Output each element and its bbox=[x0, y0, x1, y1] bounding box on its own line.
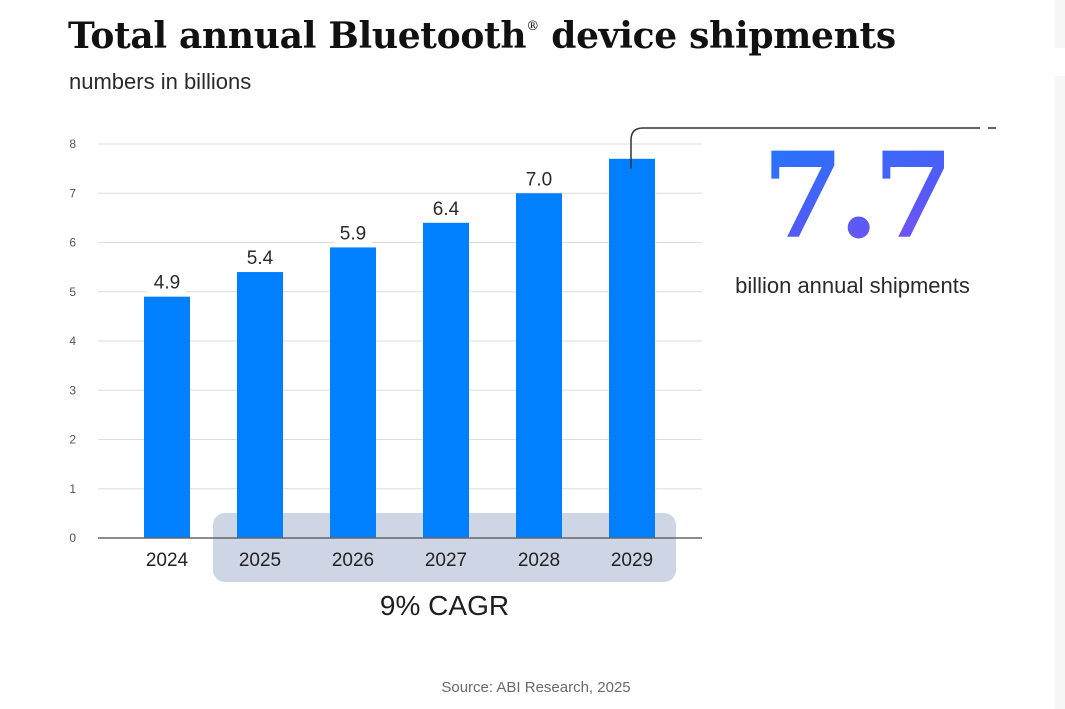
data-label-bg bbox=[427, 195, 465, 220]
y-tick-label: 3 bbox=[69, 383, 76, 397]
x-axis-ticks: 2024 2025 2026 2027 2028 2029 bbox=[146, 550, 653, 571]
data-label-bg bbox=[520, 166, 558, 191]
data-label: 7.0 bbox=[526, 169, 552, 190]
right-edge-gap bbox=[1055, 48, 1065, 76]
data-label: 4.9 bbox=[154, 273, 180, 294]
bar-2025 bbox=[237, 272, 283, 538]
y-axis-ticks: 0 1 2 3 4 5 6 7 8 bbox=[69, 137, 76, 545]
y-tick-label: 7 bbox=[69, 186, 76, 200]
x-tick-label: 2028 bbox=[518, 550, 560, 571]
y-tick-label: 0 bbox=[69, 531, 76, 545]
bar-2024 bbox=[144, 296, 190, 538]
x-tick-label: 2027 bbox=[425, 550, 467, 571]
data-labels: 4.9 5.4 5.9 6.4 7.0 bbox=[148, 166, 558, 294]
data-label-bg bbox=[148, 269, 186, 294]
registered-mark: ® bbox=[526, 19, 539, 34]
right-edge-strip bbox=[1055, 0, 1065, 709]
x-tick-label: 2024 bbox=[146, 550, 189, 571]
chart-title-main: Total annual Bluetooth bbox=[68, 15, 527, 57]
chart-title: Total annual Bluetooth® device shipments bbox=[68, 15, 896, 57]
y-tick-label: 8 bbox=[69, 137, 76, 151]
chart-title-rest: device shipments bbox=[538, 15, 896, 57]
bar-2027 bbox=[423, 222, 469, 539]
bar-2029 bbox=[609, 158, 655, 538]
cagr-label: 9% CAGR bbox=[379, 590, 510, 621]
x-tick-label: 2025 bbox=[239, 550, 281, 571]
x-tick-label: 2029 bbox=[611, 550, 653, 571]
bars bbox=[144, 158, 655, 539]
x-tick-label: 2026 bbox=[332, 550, 374, 571]
callout-connector bbox=[630, 127, 996, 169]
y-tick-label: 5 bbox=[69, 285, 76, 299]
y-tick-label: 2 bbox=[69, 433, 76, 447]
y-tick-label: 4 bbox=[69, 334, 76, 348]
bar-2026 bbox=[330, 247, 376, 539]
callout-line bbox=[630, 127, 980, 169]
gridlines bbox=[98, 143, 702, 490]
source-note: Source: ABI Research, 2025 bbox=[441, 679, 631, 696]
y-tick-label: 1 bbox=[69, 482, 76, 496]
callout-value: 7.7 bbox=[762, 126, 955, 265]
data-label-bg bbox=[241, 245, 279, 270]
data-label: 5.9 bbox=[340, 223, 366, 244]
callout-caption: billion annual shipments bbox=[735, 273, 970, 298]
data-label: 6.4 bbox=[433, 199, 460, 220]
bar-2028 bbox=[516, 193, 562, 538]
y-tick-label: 6 bbox=[69, 236, 76, 250]
chart-subtitle: numbers in billions bbox=[69, 69, 252, 94]
data-label-bg bbox=[334, 220, 372, 245]
data-label: 5.4 bbox=[247, 248, 274, 269]
